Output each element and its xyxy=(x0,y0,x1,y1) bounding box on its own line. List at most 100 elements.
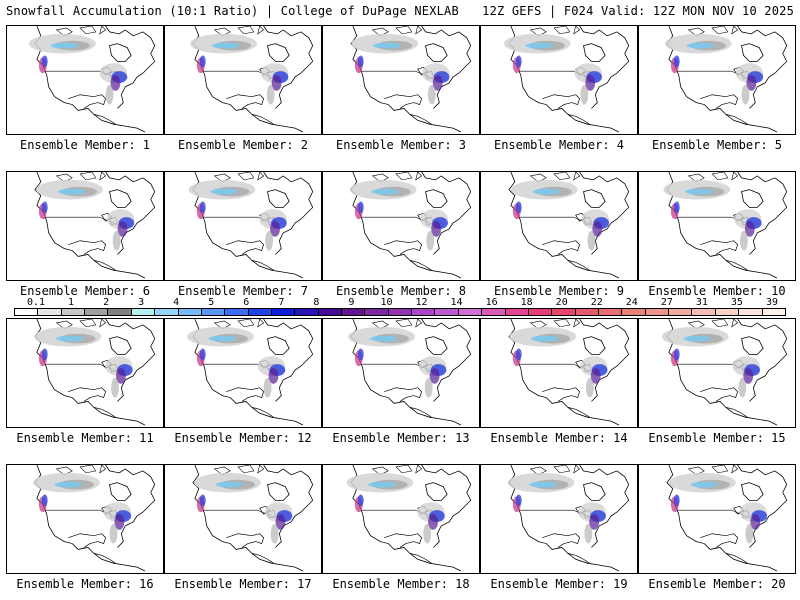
legend-label: 20 xyxy=(555,297,568,308)
legend-label: 24 xyxy=(625,297,638,308)
ensemble-map-19[interactable] xyxy=(480,464,638,574)
legend-swatch-6 xyxy=(155,309,179,315)
legend-swatch-2 xyxy=(61,309,86,315)
ensemble-member-label-14: Ensemble Member: 14 xyxy=(490,431,628,445)
ensemble-map-10[interactable] xyxy=(638,171,796,281)
ensemble-map-1[interactable] xyxy=(6,25,164,135)
legend-swatch-16 xyxy=(388,309,413,315)
legend-label: 9 xyxy=(348,297,355,308)
ensemble-member-label-1: Ensemble Member: 1 xyxy=(19,138,151,152)
legend-label: 18 xyxy=(520,297,533,308)
legend-swatch-5 xyxy=(131,309,156,315)
legend-swatch-0 xyxy=(15,309,39,315)
legend-swatch-17 xyxy=(412,309,436,315)
legend-swatch-20 xyxy=(482,309,506,315)
legend-swatch-4 xyxy=(108,309,132,315)
ensemble-member-label-9: Ensemble Member: 9 xyxy=(493,284,625,298)
ensemble-map-14[interactable] xyxy=(480,318,638,428)
legend-swatch-10 xyxy=(248,309,272,315)
legend-swatch-32 xyxy=(762,309,785,315)
ensemble-map-11[interactable] xyxy=(6,318,164,428)
ensemble-map-12[interactable] xyxy=(164,318,322,428)
ensemble-member-label-15: Ensemble Member: 15 xyxy=(648,431,786,445)
legend-label: 10 xyxy=(380,297,393,308)
legend-swatch-28 xyxy=(669,309,693,315)
legend-label: 12 xyxy=(415,297,428,308)
legend-swatch-12 xyxy=(295,309,319,315)
legend-label: 6 xyxy=(243,297,250,308)
legend-swatch-29 xyxy=(692,309,716,315)
ensemble-member-label-18: Ensemble Member: 18 xyxy=(332,577,470,591)
legend-swatch-14 xyxy=(342,309,366,315)
legend-swatch-19 xyxy=(458,309,483,315)
legend-swatch-13 xyxy=(318,309,343,315)
legend-swatch-15 xyxy=(365,309,389,315)
legend-label: 1 xyxy=(68,297,75,308)
legend-label: 7 xyxy=(278,297,285,308)
ensemble-member-label-3: Ensemble Member: 3 xyxy=(335,138,467,152)
page-title: Snowfall Accumulation (10:1 Ratio) | Col… xyxy=(6,4,459,18)
legend-swatch-26 xyxy=(622,309,646,315)
ensemble-map-15[interactable] xyxy=(638,318,796,428)
ensemble-member-label-10: Ensemble Member: 10 xyxy=(648,284,786,298)
legend-label: 39 xyxy=(765,297,779,308)
legend-swatch-24 xyxy=(575,309,599,315)
ensemble-map-17[interactable] xyxy=(164,464,322,574)
ensemble-member-label-8: Ensemble Member: 8 xyxy=(335,284,467,298)
legend-swatch-8 xyxy=(201,309,226,315)
ensemble-map-7[interactable] xyxy=(164,171,322,281)
legend-swatch-1 xyxy=(38,309,62,315)
legend-label: 22 xyxy=(590,297,603,308)
legend-swatch-21 xyxy=(505,309,529,315)
ensemble-map-6[interactable] xyxy=(6,171,164,281)
legend-label: 4 xyxy=(173,297,180,308)
ensemble-map-18[interactable] xyxy=(322,464,480,574)
legend-swatch-22 xyxy=(528,309,553,315)
legend-label: 3 xyxy=(138,297,145,308)
ensemble-map-2[interactable] xyxy=(164,25,322,135)
ensemble-map-13[interactable] xyxy=(322,318,480,428)
legend-label: 31 xyxy=(695,297,708,308)
legend-label: 5 xyxy=(208,297,215,308)
legend-label: 2 xyxy=(103,297,110,308)
legend-swatch-7 xyxy=(178,309,202,315)
ensemble-map-16[interactable] xyxy=(6,464,164,574)
ensemble-map-5[interactable] xyxy=(638,25,796,135)
legend-swatch-3 xyxy=(85,309,109,315)
legend-label: 35 xyxy=(730,297,743,308)
legend-label: 16 xyxy=(485,297,498,308)
run-info: 12Z GEFS | F024 Valid: 12Z MON NOV 10 20… xyxy=(482,4,794,18)
ensemble-member-label-4: Ensemble Member: 4 xyxy=(493,138,625,152)
ensemble-member-label-20: Ensemble Member: 20 xyxy=(648,577,786,591)
legend-swatch-9 xyxy=(225,309,249,315)
legend-swatch-11 xyxy=(271,309,296,315)
ensemble-member-label-17: Ensemble Member: 17 xyxy=(174,577,312,591)
legend-label: 27 xyxy=(660,297,673,308)
legend-swatch-27 xyxy=(645,309,670,315)
ensemble-member-label-7: Ensemble Member: 7 xyxy=(177,284,309,298)
ensemble-map-8[interactable] xyxy=(322,171,480,281)
legend-labels: 0.1 1 2 3 4 5 6 7 8 9 10 12 14 16 18 20 22 24 27 31 35 39 xyxy=(14,297,786,308)
ensemble-member-label-16: Ensemble Member: 16 xyxy=(16,577,154,591)
legend-swatch-31 xyxy=(739,309,763,315)
legend-label: 8 xyxy=(313,297,320,308)
ensemble-map-3[interactable] xyxy=(322,25,480,135)
ensemble-map-9[interactable] xyxy=(480,171,638,281)
legend-colorbar xyxy=(14,308,786,316)
legend-swatch-23 xyxy=(552,309,576,315)
ensemble-map-20[interactable] xyxy=(638,464,796,574)
ensemble-member-label-13: Ensemble Member: 13 xyxy=(332,431,470,445)
legend-swatch-30 xyxy=(715,309,740,315)
snowfall-legend: 0.1 1 2 3 4 5 6 7 8 9 10 12 14 16 18 20 22 24 27 31 35 39 xyxy=(14,297,786,318)
legend-swatch-18 xyxy=(435,309,459,315)
ensemble-map-4[interactable] xyxy=(480,25,638,135)
ensemble-member-label-12: Ensemble Member: 12 xyxy=(174,431,312,445)
ensemble-member-label-2: Ensemble Member: 2 xyxy=(177,138,309,152)
ensemble-member-label-6: Ensemble Member: 6 xyxy=(19,284,151,298)
legend-label: 14 xyxy=(450,297,463,308)
legend-swatch-25 xyxy=(598,309,623,315)
ensemble-member-label-5: Ensemble Member: 5 xyxy=(651,138,783,152)
ensemble-member-label-11: Ensemble Member: 11 xyxy=(16,431,154,445)
ensemble-member-label-19: Ensemble Member: 19 xyxy=(490,577,628,591)
